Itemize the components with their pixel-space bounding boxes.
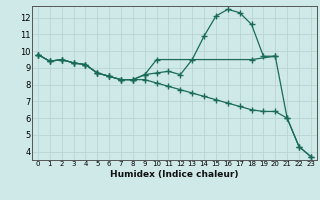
X-axis label: Humidex (Indice chaleur): Humidex (Indice chaleur)	[110, 170, 239, 179]
